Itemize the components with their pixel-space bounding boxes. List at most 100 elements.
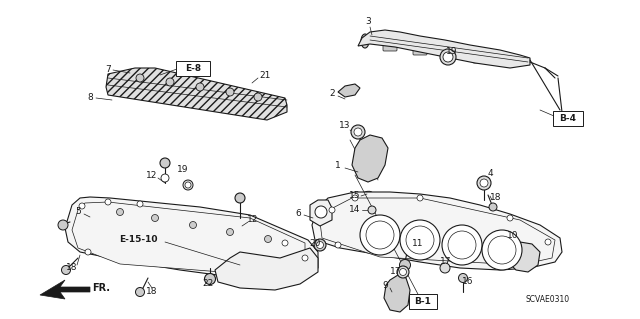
Circle shape — [61, 265, 70, 275]
Text: 6: 6 — [295, 209, 301, 218]
Circle shape — [183, 180, 193, 190]
Text: 21: 21 — [259, 70, 271, 79]
Ellipse shape — [361, 34, 369, 48]
Polygon shape — [352, 135, 388, 182]
FancyBboxPatch shape — [473, 55, 487, 63]
Circle shape — [317, 241, 323, 249]
Circle shape — [335, 242, 341, 248]
Circle shape — [354, 128, 362, 136]
Text: 20: 20 — [309, 239, 321, 248]
Circle shape — [185, 182, 191, 188]
Circle shape — [79, 203, 85, 209]
Polygon shape — [312, 192, 562, 270]
Circle shape — [282, 240, 288, 246]
Polygon shape — [508, 242, 540, 272]
Polygon shape — [65, 197, 318, 282]
Text: 19: 19 — [177, 166, 189, 174]
Ellipse shape — [191, 243, 220, 267]
Circle shape — [507, 215, 513, 221]
Circle shape — [116, 209, 124, 216]
Text: B-4: B-4 — [559, 114, 577, 123]
Text: 12: 12 — [147, 172, 157, 181]
Circle shape — [196, 83, 204, 91]
Circle shape — [399, 259, 410, 271]
Text: 19: 19 — [446, 48, 458, 56]
Text: 15: 15 — [349, 191, 361, 201]
Text: 13: 13 — [339, 122, 351, 130]
Circle shape — [315, 206, 327, 218]
Circle shape — [352, 195, 358, 201]
Ellipse shape — [149, 240, 171, 256]
Circle shape — [448, 231, 476, 259]
Text: 12: 12 — [247, 216, 259, 225]
FancyBboxPatch shape — [443, 51, 457, 59]
Circle shape — [152, 214, 159, 221]
Circle shape — [545, 239, 551, 245]
Circle shape — [137, 201, 143, 207]
Ellipse shape — [145, 236, 175, 260]
Ellipse shape — [109, 232, 131, 248]
Polygon shape — [106, 68, 287, 120]
Circle shape — [368, 206, 376, 214]
Text: 18: 18 — [147, 287, 157, 296]
Text: 7: 7 — [105, 65, 111, 75]
Circle shape — [482, 230, 522, 270]
Circle shape — [440, 263, 450, 273]
Circle shape — [254, 93, 262, 101]
Text: 18: 18 — [490, 194, 502, 203]
Text: 10: 10 — [508, 231, 519, 240]
Ellipse shape — [195, 247, 216, 263]
Text: 9: 9 — [382, 280, 388, 290]
Circle shape — [226, 88, 234, 96]
Circle shape — [458, 273, 467, 283]
Circle shape — [58, 220, 68, 230]
Polygon shape — [338, 84, 360, 97]
Text: FR.: FR. — [92, 283, 110, 293]
Text: B-1: B-1 — [415, 297, 431, 306]
Circle shape — [480, 179, 488, 187]
Text: 11: 11 — [412, 239, 424, 248]
Circle shape — [160, 158, 170, 168]
Circle shape — [406, 226, 434, 254]
Circle shape — [366, 221, 394, 249]
Circle shape — [161, 174, 169, 182]
Circle shape — [314, 239, 326, 251]
Circle shape — [442, 225, 482, 265]
Circle shape — [166, 78, 174, 86]
FancyBboxPatch shape — [383, 43, 397, 51]
Text: E-15-10: E-15-10 — [119, 235, 157, 244]
Circle shape — [488, 236, 516, 264]
Text: 3: 3 — [365, 18, 371, 26]
Circle shape — [489, 203, 497, 211]
Text: 5: 5 — [75, 207, 81, 217]
Text: 17: 17 — [390, 268, 402, 277]
Circle shape — [360, 215, 400, 255]
Text: 4: 4 — [487, 168, 493, 177]
Circle shape — [351, 125, 365, 139]
Polygon shape — [358, 30, 530, 68]
Polygon shape — [384, 275, 410, 312]
Text: 22: 22 — [202, 278, 214, 287]
Circle shape — [136, 74, 144, 82]
Text: E-8: E-8 — [185, 64, 201, 73]
Circle shape — [417, 195, 423, 201]
Circle shape — [400, 220, 440, 260]
Circle shape — [136, 287, 145, 296]
Text: 8: 8 — [87, 93, 93, 102]
FancyBboxPatch shape — [176, 61, 210, 76]
Text: SCVAE0310: SCVAE0310 — [526, 295, 570, 305]
Circle shape — [85, 249, 91, 255]
Text: 17: 17 — [440, 257, 452, 266]
Circle shape — [264, 235, 271, 242]
FancyBboxPatch shape — [409, 294, 437, 309]
Circle shape — [227, 228, 234, 235]
Circle shape — [477, 176, 491, 190]
Circle shape — [205, 273, 216, 285]
Ellipse shape — [106, 228, 134, 252]
Circle shape — [440, 49, 456, 65]
Polygon shape — [40, 280, 90, 299]
Polygon shape — [72, 202, 305, 277]
Circle shape — [235, 193, 245, 203]
Text: 2: 2 — [329, 88, 335, 98]
Circle shape — [189, 221, 196, 228]
